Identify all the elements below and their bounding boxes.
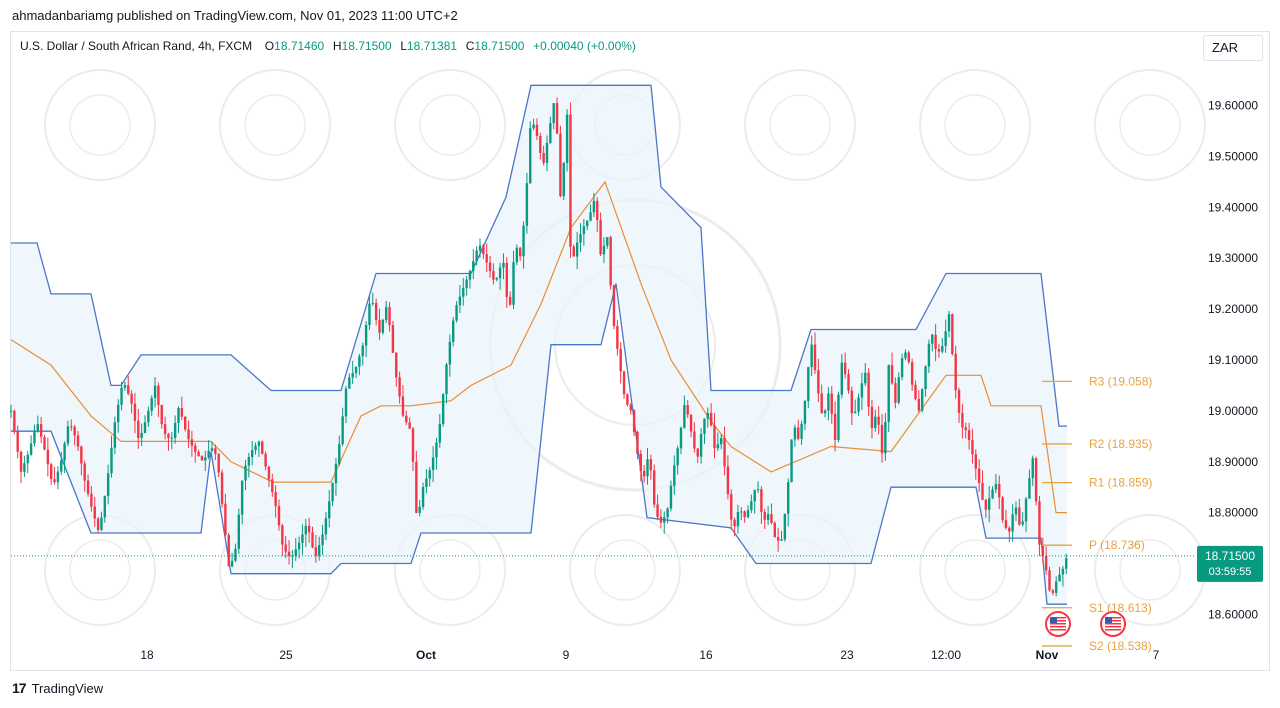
tv-logo-icon: 17 <box>12 680 27 696</box>
close-value: 18.71500 <box>474 39 525 53</box>
low-value: 18.71381 <box>407 39 458 53</box>
price-change: +0.00040 (+0.00%) <box>533 39 636 53</box>
high-value: 18.71500 <box>341 39 392 53</box>
open-value: 18.71460 <box>274 39 325 53</box>
symbol-legend: U.S. Dollar / South African Rand, 4h, FX… <box>20 39 636 53</box>
footer-brand: TradingView <box>31 680 104 696</box>
symbol-title: U.S. Dollar / South African Rand, 4h, FX… <box>20 39 253 53</box>
footer: 17 TradingView <box>12 680 103 696</box>
chart-panel[interactable] <box>10 31 1270 671</box>
published-caption: ahmadanbariamg published on TradingView.… <box>12 8 458 23</box>
open-label: O <box>264 39 275 53</box>
high-label: H <box>332 39 342 53</box>
low-label: L <box>400 39 407 53</box>
currency-selector[interactable]: ZAR <box>1203 35 1263 61</box>
close-label: C <box>465 39 475 53</box>
